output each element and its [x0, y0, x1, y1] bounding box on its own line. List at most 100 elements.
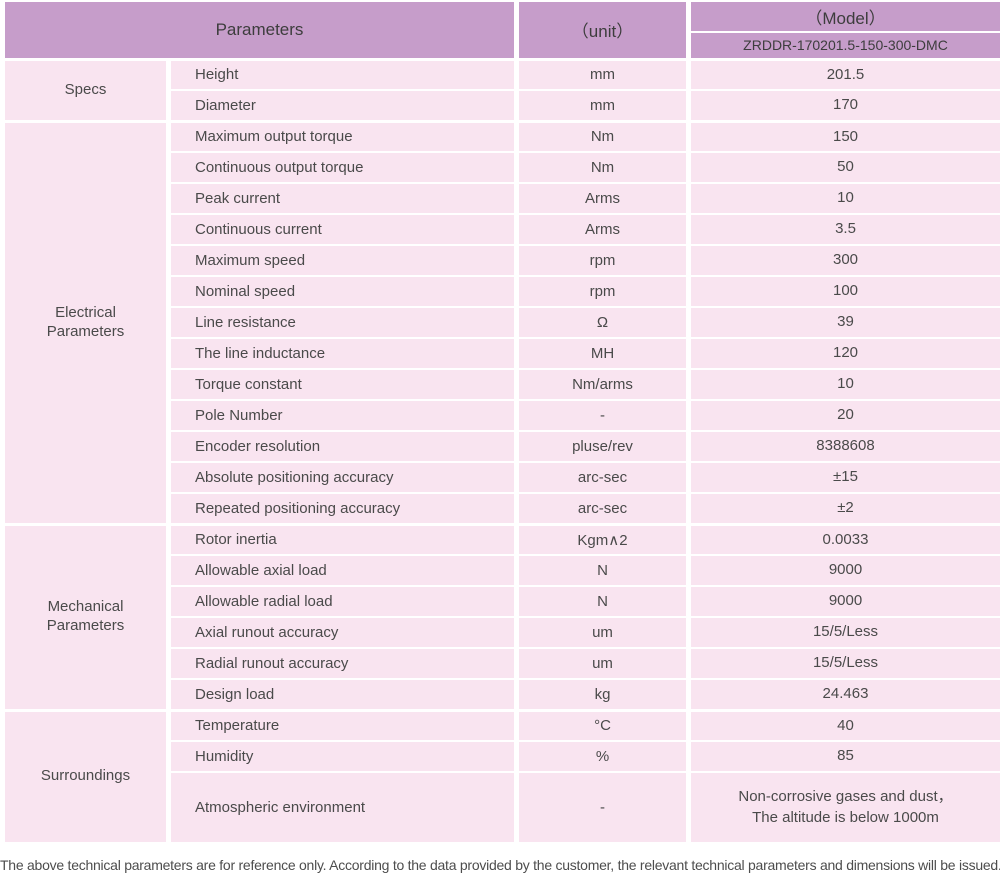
param-name: Repeated positioning accuracy — [166, 492, 519, 525]
model-value-row: ZRDDR-170201.5-150-300-DMC — [3, 31, 1000, 60]
param-value: 9000 — [686, 554, 1000, 587]
param-unit: Nm — [514, 119, 691, 153]
param-name: Pole Number — [166, 399, 519, 432]
param-value: ±2 — [686, 492, 1000, 525]
param-value: 50 — [686, 151, 1000, 184]
table-row: Maximum speed rpm 300 — [3, 244, 1000, 277]
param-value: 120 — [686, 337, 1000, 370]
param-value: 0.0033 — [686, 522, 1000, 556]
param-value: 15/5/Less — [686, 616, 1000, 649]
model-number: ZRDDR-170201.5-150-300-DMC — [686, 31, 1000, 60]
param-unit: um — [514, 647, 691, 680]
param-unit: Nm — [514, 151, 691, 184]
param-value: 8388608 — [686, 430, 1000, 463]
table-row: Line resistance Ω 39 — [3, 306, 1000, 339]
param-name: Peak current — [166, 182, 519, 215]
param-unit: Arms — [514, 182, 691, 215]
param-value: 150 — [686, 119, 1000, 153]
param-value: 10 — [686, 182, 1000, 215]
param-unit: N — [514, 554, 691, 587]
table-row: The line inductance MH 120 — [3, 337, 1000, 370]
param-unit: mm — [514, 89, 691, 122]
table-row: Humidity % 85 — [3, 740, 1000, 773]
table-header-row: Parameters （unit） （Model） — [0, 0, 1000, 60]
param-value: 85 — [686, 740, 1000, 773]
table-row: Surroundings Temperature °C 40 — [0, 708, 1000, 844]
param-value: 3.5 — [686, 213, 1000, 246]
param-name: Maximum output torque — [166, 119, 519, 153]
param-value: ±15 — [686, 461, 1000, 494]
table-row: Atmospheric environment - Non-corrosive … — [3, 771, 1000, 844]
param-value: 201.5 — [686, 57, 1000, 91]
table-row: Peak current Arms 10 — [3, 182, 1000, 215]
table-row: Diameter mm 170 — [3, 89, 1000, 122]
param-name: Torque constant — [166, 368, 519, 401]
param-unit: pluse/rev — [514, 430, 691, 463]
table-row: Allowable radial load N 9000 — [3, 585, 1000, 618]
param-unit: Nm/arms — [514, 368, 691, 401]
param-unit: Arms — [514, 213, 691, 246]
section-label-surroundings: Surroundings — [0, 708, 171, 844]
table-row: Torque constant Nm/arms 10 — [3, 368, 1000, 401]
model-header: （Model） — [686, 0, 1000, 33]
param-value: 300 — [686, 244, 1000, 277]
table-row: Absolute positioning accuracy arc-sec ±1… — [3, 461, 1000, 494]
param-value: 170 — [686, 89, 1000, 122]
table-row: Continuous output torque Nm 50 — [3, 151, 1000, 184]
param-value: 20 — [686, 399, 1000, 432]
param-name: Continuous current — [166, 213, 519, 246]
param-name: Encoder resolution — [166, 430, 519, 463]
table-row: Radial runout accuracy um 15/5/Less — [3, 647, 1000, 680]
param-unit: um — [514, 616, 691, 649]
section-label-mechanical: Mechanical Parameters — [0, 522, 171, 711]
param-name: Maximum speed — [166, 244, 519, 277]
param-name: Allowable axial load — [166, 554, 519, 587]
param-name: The line inductance — [166, 337, 519, 370]
param-unit: rpm — [514, 275, 691, 308]
table-row: Continuous current Arms 3.5 — [3, 213, 1000, 246]
param-name: Absolute positioning accuracy — [166, 461, 519, 494]
table-row: Encoder resolution pluse/rev 8388608 — [3, 430, 1000, 463]
param-unit: % — [514, 740, 691, 773]
param-name: Temperature — [166, 708, 519, 742]
param-value: 40 — [686, 708, 1000, 742]
param-name: Axial runout accuracy — [166, 616, 519, 649]
param-value: 10 — [686, 368, 1000, 401]
param-unit: °C — [514, 708, 691, 742]
param-name: Allowable radial load — [166, 585, 519, 618]
param-name: Radial runout accuracy — [166, 647, 519, 680]
param-name: Diameter — [166, 89, 519, 122]
table-row: Axial runout accuracy um 15/5/Less — [3, 616, 1000, 649]
param-name: Line resistance — [166, 306, 519, 339]
parameters-header: Parameters — [0, 0, 519, 60]
table-row: Electrical Parameters Maximum output tor… — [0, 119, 1000, 525]
param-name: Nominal speed — [166, 275, 519, 308]
param-value: 24.463 — [686, 678, 1000, 711]
section-label-specs: Specs — [0, 57, 171, 122]
unit-header: （unit） — [514, 0, 691, 60]
param-name: Continuous output torque — [166, 151, 519, 184]
param-name: Rotor inertia — [166, 522, 519, 556]
param-name: Height — [166, 57, 519, 91]
table-row: Repeated positioning accuracy arc-sec ±2 — [3, 492, 1000, 525]
param-unit: - — [514, 771, 691, 844]
param-unit: rpm — [514, 244, 691, 277]
param-unit: mm — [514, 57, 691, 91]
table-row: Pole Number - 20 — [3, 399, 1000, 432]
param-name: Atmospheric environment — [166, 771, 519, 844]
param-value: 100 — [686, 275, 1000, 308]
param-unit: MH — [514, 337, 691, 370]
section-label-electrical: Electrical Parameters — [0, 119, 171, 525]
table-row: Specs Height mm 201.5 — [0, 57, 1000, 122]
param-unit: Ω — [514, 306, 691, 339]
param-unit: - — [514, 399, 691, 432]
param-value: 9000 — [686, 585, 1000, 618]
param-name: Design load — [166, 678, 519, 711]
table-row: Nominal speed rpm 100 — [3, 275, 1000, 308]
param-value: Non-corrosive gases and dust， The altitu… — [686, 771, 1000, 844]
param-value: 39 — [686, 306, 1000, 339]
param-unit: N — [514, 585, 691, 618]
param-unit: arc-sec — [514, 492, 691, 525]
footer-note: The above technical parameters are for r… — [0, 857, 1000, 873]
